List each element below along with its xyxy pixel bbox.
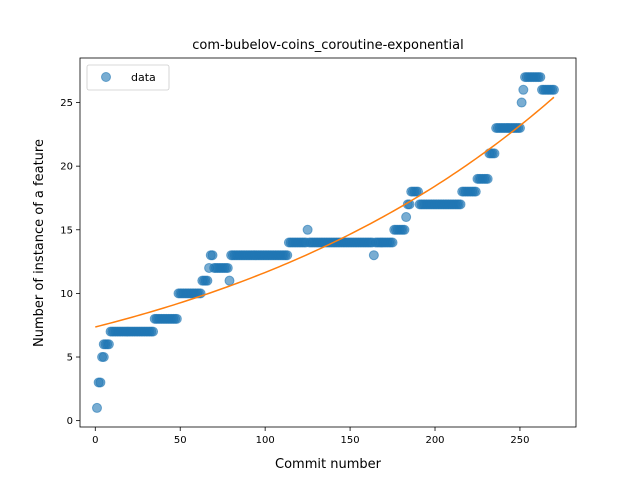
data-point [470, 186, 481, 197]
data-point [148, 326, 159, 337]
data-point [91, 402, 102, 413]
data-point [202, 275, 213, 286]
y-tick-label: 0 [67, 416, 73, 427]
legend: data [86, 64, 170, 91]
data-point [224, 275, 235, 286]
data-point [282, 250, 293, 261]
fit-line [95, 96, 555, 328]
legend-box [86, 64, 170, 91]
y-tick-label: 10 [60, 289, 73, 300]
data-point [514, 122, 525, 133]
plot-area [79, 57, 577, 428]
data-point [516, 97, 527, 108]
x-tick-label: 0 [92, 435, 98, 446]
data-point [95, 377, 106, 388]
data-point [489, 148, 500, 159]
y-tick-label: 20 [60, 162, 73, 173]
data-point [222, 262, 233, 273]
data-point [518, 84, 529, 95]
data-point [98, 352, 109, 363]
data-point [171, 313, 182, 324]
axes-frame [79, 57, 577, 428]
x-tick-label: 50 [174, 435, 187, 446]
data-point [535, 72, 546, 83]
x-tick-label: 150 [341, 435, 360, 446]
data-point [302, 224, 313, 235]
y-axis-ticks: 0 5 10 15 20 25 [60, 98, 80, 427]
data-point [401, 212, 412, 223]
data-point [548, 84, 559, 95]
y-axis-label: Number of instance of a feature [32, 139, 47, 347]
x-tick-label: 100 [256, 435, 275, 446]
y-tick-label: 5 [67, 353, 73, 364]
data-point [482, 173, 493, 184]
data-point [399, 224, 410, 235]
legend-label: data [131, 71, 156, 84]
x-axis-ticks: 0 50 100 150 200 250 [92, 427, 529, 446]
data-point [368, 250, 379, 261]
data-point [387, 237, 398, 248]
x-axis-label: Commit number [275, 457, 382, 472]
y-tick-label: 15 [60, 225, 73, 236]
y-tick-label: 25 [60, 98, 73, 109]
chart-title: com-bubelov-coins_coroutine-exponential [192, 38, 463, 53]
legend-marker [101, 72, 111, 82]
fit-curve [95, 96, 555, 328]
data-point [455, 199, 466, 210]
data-point [207, 250, 218, 261]
data-point [103, 339, 114, 350]
x-tick-label: 250 [510, 435, 529, 446]
x-tick-label: 200 [425, 435, 444, 446]
